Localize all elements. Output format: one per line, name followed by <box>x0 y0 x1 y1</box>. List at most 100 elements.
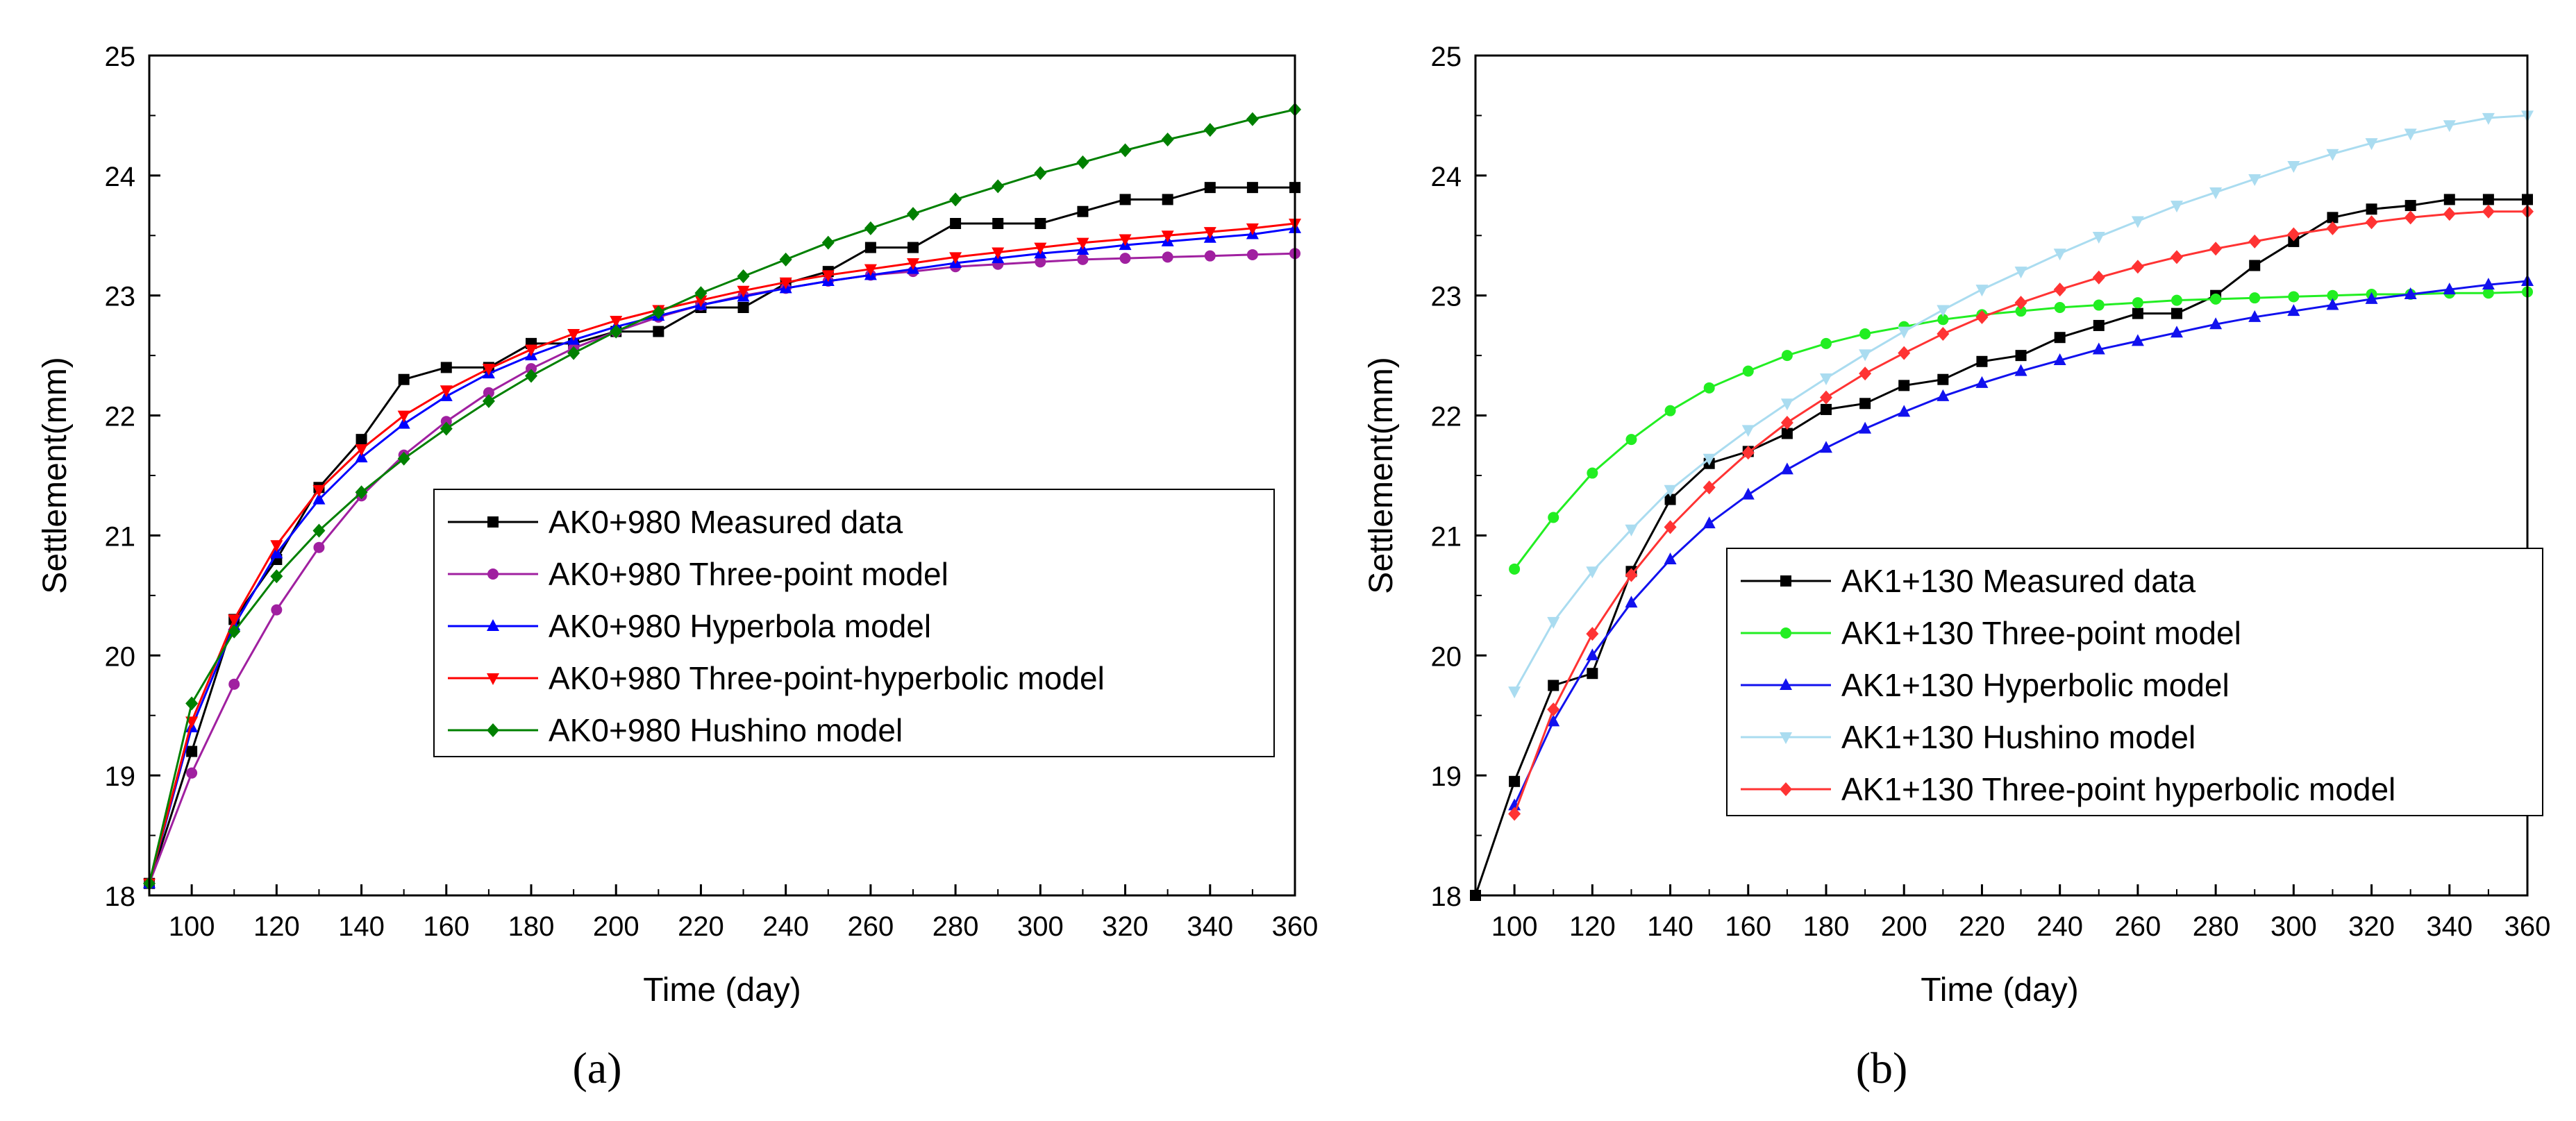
legend-label: AK0+980 Measured data <box>549 504 903 540</box>
data-point <box>2092 232 2105 244</box>
legend-label: AK0+980 Hushino model <box>549 712 903 748</box>
data-point <box>1119 194 1131 205</box>
x-tick-label: 360 <box>1272 911 1319 942</box>
x-tick-label: 280 <box>932 911 979 942</box>
data-point <box>1820 390 1832 405</box>
data-point <box>270 540 283 553</box>
data-point <box>2443 194 2455 205</box>
data-point <box>1664 553 1677 564</box>
panel-b: 100 120 140 160 180 200 220 240 260 280 300 320 340 3… <box>1363 42 2550 1093</box>
data-point <box>1161 230 1174 243</box>
legend-marker <box>487 673 499 685</box>
legend-label: AK1+130 Hyperbolic model <box>1841 667 2230 703</box>
data-point <box>482 394 495 408</box>
data-point <box>1821 337 1832 349</box>
x-tick-label: 180 <box>508 911 555 942</box>
x-tick-label: 300 <box>2270 911 2317 942</box>
legend-marker <box>487 516 499 528</box>
data-point <box>1204 182 1216 194</box>
y-tick-label: 25 <box>1431 42 1462 72</box>
data-point <box>2482 194 2494 205</box>
series-line <box>148 108 1296 884</box>
data-point <box>694 286 708 301</box>
data-point <box>1548 512 1559 523</box>
x-tick-label: 240 <box>762 911 809 942</box>
x-axis-label: Time (day) <box>643 972 801 1009</box>
x-tick-label: 320 <box>1102 911 1148 942</box>
legend-marker <box>1780 678 1792 690</box>
data-point <box>2092 342 2105 355</box>
data-point <box>1035 256 1046 268</box>
data-point <box>525 344 537 357</box>
data-point <box>737 302 749 313</box>
data-point <box>1780 462 1793 475</box>
x-tick-label: 260 <box>848 911 894 942</box>
plot-frame <box>148 54 1296 897</box>
data-point <box>1547 714 1560 727</box>
data-point <box>440 362 452 373</box>
y-tick-label: 19 <box>1431 761 1462 792</box>
data-point <box>1741 446 1755 460</box>
data-point <box>1586 648 1599 661</box>
data-point <box>1119 143 1132 158</box>
data-point <box>2014 364 2027 376</box>
legend-marker <box>1780 732 1792 744</box>
data-point <box>397 451 410 466</box>
data-point <box>1119 234 1132 246</box>
data-point <box>1859 349 1872 362</box>
data-point <box>2092 270 2105 285</box>
data-point <box>1203 227 1216 239</box>
x-tick-label: 280 <box>2193 911 2239 942</box>
data-point <box>2482 278 2495 290</box>
data-point <box>1586 627 1599 641</box>
y-tick-label: 18 <box>1431 882 1462 912</box>
data-point <box>355 485 368 500</box>
x-tick-label: 340 <box>2426 911 2473 942</box>
data-point <box>1780 415 1793 430</box>
data-point <box>398 373 410 385</box>
data-point <box>2287 227 2300 242</box>
x-tick-label: 200 <box>1881 911 1927 942</box>
y-tick-label: 18 <box>105 882 136 912</box>
data-point <box>1859 328 1871 340</box>
data-point <box>186 745 198 757</box>
data-point <box>2015 305 2027 317</box>
data-point <box>1547 616 1560 629</box>
data-point <box>2288 235 2300 247</box>
data-point <box>2053 353 2066 366</box>
y-tick-label: 24 <box>105 162 136 192</box>
y-tick-label: 21 <box>1431 521 1462 552</box>
data-point <box>2053 248 2066 261</box>
data-point <box>2365 215 2378 230</box>
data-point <box>821 270 835 283</box>
data-point <box>1203 123 1216 137</box>
data-point <box>1859 366 1872 381</box>
data-point <box>482 364 495 376</box>
x-tick-label: 360 <box>2504 911 2551 942</box>
legend-label: AK1+130 Hushino model <box>1841 719 2196 755</box>
data-point <box>1975 310 1989 324</box>
panel-a: 100 120 140 160 180 200 220 240 260 280 300 320 340 3… <box>37 42 1318 1093</box>
data-point <box>1898 380 1910 391</box>
series-line <box>1474 198 2527 896</box>
data-point <box>1509 775 1521 787</box>
data-point <box>2365 138 2378 151</box>
data-point <box>185 696 199 711</box>
data-point <box>355 450 368 463</box>
data-point <box>1937 305 1950 317</box>
y-tick-label: 20 <box>1431 641 1462 672</box>
data-point <box>313 541 325 553</box>
data-point <box>1859 398 1871 410</box>
data-point <box>2014 296 2027 310</box>
data-point <box>2131 216 2144 228</box>
panel-label-a: (a) <box>572 1043 621 1093</box>
data-point <box>949 252 962 264</box>
data-point <box>1976 355 1988 367</box>
legend-label: AK1+130 Three-point model <box>1841 615 2241 651</box>
data-point <box>2366 203 2377 215</box>
data-point <box>1781 350 1793 362</box>
data-point <box>2171 307 2182 319</box>
y-tick-label: 25 <box>105 42 136 72</box>
data-point <box>653 326 664 337</box>
data-point <box>270 569 283 584</box>
